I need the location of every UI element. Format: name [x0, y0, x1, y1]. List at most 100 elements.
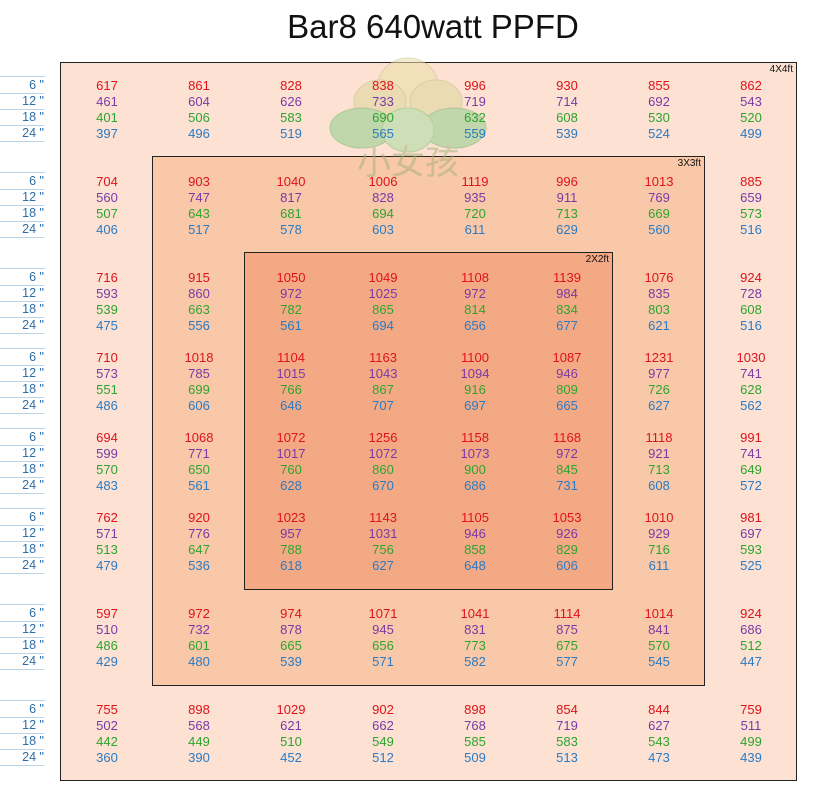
ppfd-value: 578 — [280, 222, 302, 237]
ppfd-value: 582 — [464, 654, 486, 669]
ppfd-value: 720 — [464, 206, 486, 221]
ppfd-value: 1158 — [461, 430, 489, 445]
row-separator — [0, 604, 45, 605]
ppfd-value: 452 — [280, 750, 302, 765]
ppfd-value: 1073 — [460, 446, 490, 461]
ppfd-value: 726 — [648, 382, 670, 397]
ppfd-value: 1076 — [644, 270, 674, 285]
ppfd-value: 766 — [280, 382, 302, 397]
height-label: 12 " — [0, 446, 44, 462]
height-label: 6 " — [0, 702, 44, 718]
ppfd-value: 628 — [280, 478, 302, 493]
ppfd-value: 496 — [188, 126, 210, 141]
ppfd-value: 570 — [96, 462, 118, 477]
ppfd-value: 621 — [648, 318, 670, 333]
ppfd-value: 670 — [372, 478, 394, 493]
ppfd-value: 828 — [280, 78, 302, 93]
ppfd-value: 707 — [372, 398, 394, 413]
ppfd-value: 921 — [648, 446, 670, 461]
ppfd-value: 1108 — [461, 270, 489, 285]
ppfd-value: 1014 — [644, 606, 674, 621]
ppfd-value: 829 — [556, 542, 578, 557]
ppfd-value: 860 — [372, 462, 394, 477]
ppfd-value: 981 — [740, 510, 762, 525]
zone-2x2: 2X2ft — [244, 252, 613, 590]
ppfd-value: 1013 — [644, 174, 674, 189]
ppfd-value: 603 — [372, 222, 394, 237]
ppfd-value: 834 — [556, 302, 578, 317]
ppfd-value: 536 — [188, 558, 210, 573]
height-label: 24 " — [0, 222, 44, 238]
ppfd-value: 669 — [648, 206, 670, 221]
ppfd-value: 1006 — [368, 174, 398, 189]
ppfd-value: 1256 — [368, 430, 398, 445]
ppfd-value: 861 — [188, 78, 210, 93]
ppfd-value: 1114 — [553, 606, 581, 621]
ppfd-value: 1017 — [276, 446, 306, 461]
height-label: 24 " — [0, 126, 44, 142]
ppfd-value: 817 — [280, 190, 302, 205]
row-separator — [0, 268, 45, 269]
ppfd-value: 900 — [464, 462, 486, 477]
ppfd-value: 571 — [372, 654, 394, 669]
ppfd-value: 1015 — [276, 366, 306, 381]
ppfd-value: 1104 — [277, 350, 305, 365]
height-label: 12 " — [0, 94, 44, 110]
ppfd-value: 1023 — [276, 510, 306, 525]
ppfd-value: 502 — [96, 718, 118, 733]
ppfd-value: 769 — [648, 190, 670, 205]
ppfd-value: 1071 — [368, 606, 398, 621]
ppfd-value: 604 — [188, 94, 210, 109]
ppfd-value: 648 — [464, 558, 486, 573]
ppfd-value: 915 — [188, 270, 210, 285]
ppfd-value: 760 — [280, 462, 302, 477]
ppfd-value: 662 — [372, 718, 394, 733]
ppfd-value: 573 — [96, 366, 118, 381]
ppfd-value: 593 — [740, 542, 762, 557]
ppfd-value: 617 — [96, 78, 118, 93]
ppfd-value: 565 — [372, 126, 394, 141]
ppfd-value: 577 — [556, 654, 578, 669]
ppfd-value: 776 — [188, 526, 210, 541]
zone-3x3-label: 3X3ft — [677, 158, 701, 169]
ppfd-value: 621 — [280, 718, 302, 733]
ppfd-value: 1053 — [552, 510, 582, 525]
ppfd-value: 551 — [96, 382, 118, 397]
height-label: 6 " — [0, 270, 44, 286]
ppfd-value: 650 — [188, 462, 210, 477]
ppfd-value: 593 — [96, 286, 118, 301]
ppfd-value: 972 — [188, 606, 210, 621]
ppfd-value: 930 — [556, 78, 578, 93]
ppfd-value: 627 — [372, 558, 394, 573]
ppfd-value: 543 — [648, 734, 670, 749]
ppfd-value: 924 — [740, 606, 762, 621]
ppfd-value: 831 — [464, 622, 486, 637]
ppfd-value: 429 — [96, 654, 118, 669]
ppfd-value: 686 — [740, 622, 762, 637]
ppfd-value: 1143 — [369, 510, 397, 525]
ppfd-value: 773 — [464, 638, 486, 653]
height-label: 18 " — [0, 206, 44, 222]
ppfd-value: 573 — [740, 206, 762, 221]
height-label: 24 " — [0, 478, 44, 494]
height-label: 24 " — [0, 750, 44, 766]
ppfd-value: 649 — [740, 462, 762, 477]
height-label: 18 " — [0, 302, 44, 318]
ppfd-value: 714 — [556, 94, 578, 109]
height-label: 24 " — [0, 558, 44, 574]
ppfd-value: 924 — [740, 270, 762, 285]
ppfd-value: 632 — [464, 110, 486, 125]
ppfd-value: 1041 — [460, 606, 490, 621]
flower-logo-watermark: 小女孩 — [329, 57, 487, 183]
ppfd-value: 499 — [740, 734, 762, 749]
ppfd-value: 1118 — [645, 430, 673, 445]
ppfd-value: 524 — [648, 126, 670, 141]
ppfd-value: 516 — [740, 222, 762, 237]
height-label: 6 " — [0, 350, 44, 366]
ppfd-value: 473 — [648, 750, 670, 765]
ppfd-value: 977 — [648, 366, 670, 381]
ppfd-value: 867 — [372, 382, 394, 397]
ppfd-value: 628 — [740, 382, 762, 397]
ppfd-value: 1025 — [368, 286, 398, 301]
row-separator — [0, 348, 45, 349]
